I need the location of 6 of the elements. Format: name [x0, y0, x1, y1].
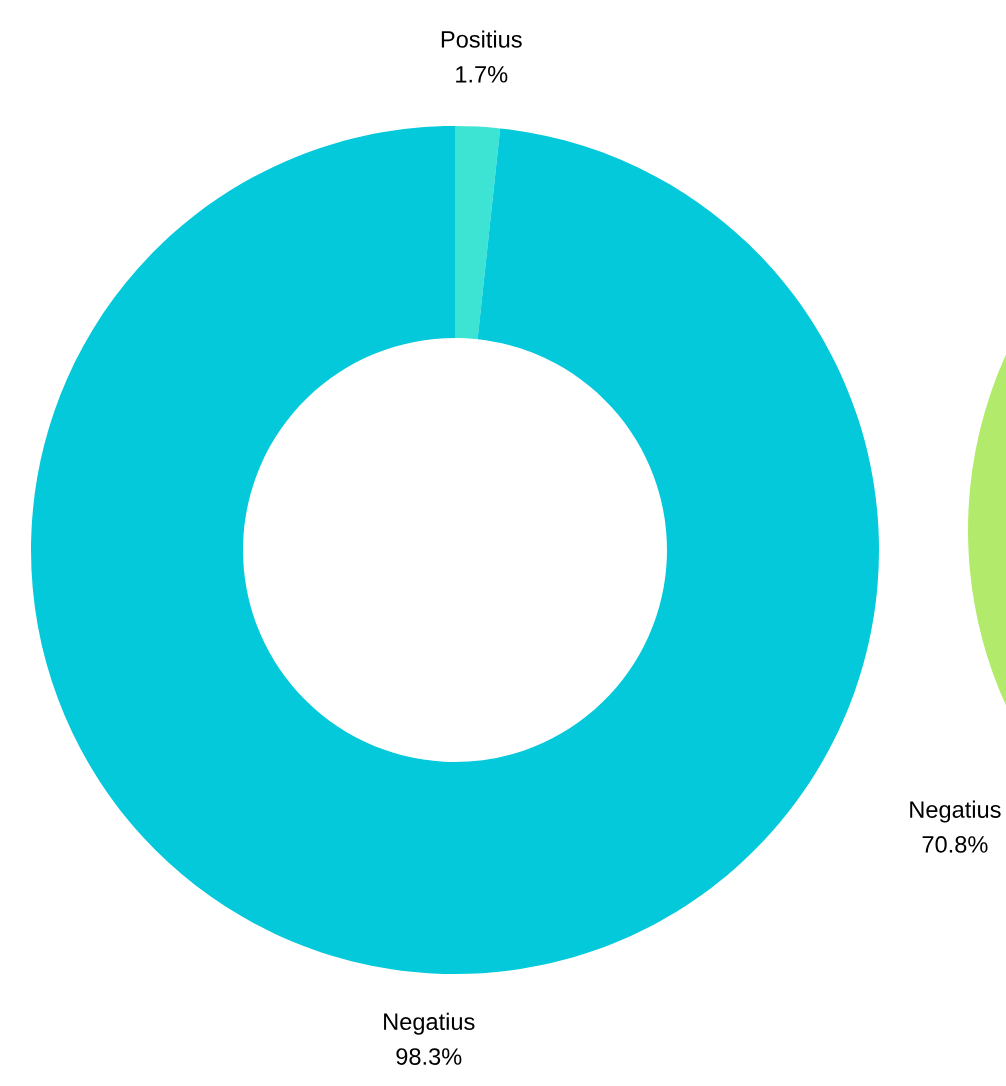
slice-label: Positius	[441, 30, 522, 48]
data-label: 70.8%	[922, 836, 988, 853]
slice-label: Negatius	[910, 800, 1001, 823]
data-label: 1.7%	[456, 66, 508, 83]
slice-label: Negatius	[384, 1012, 475, 1035]
data-label: 98.3%	[396, 1048, 462, 1065]
